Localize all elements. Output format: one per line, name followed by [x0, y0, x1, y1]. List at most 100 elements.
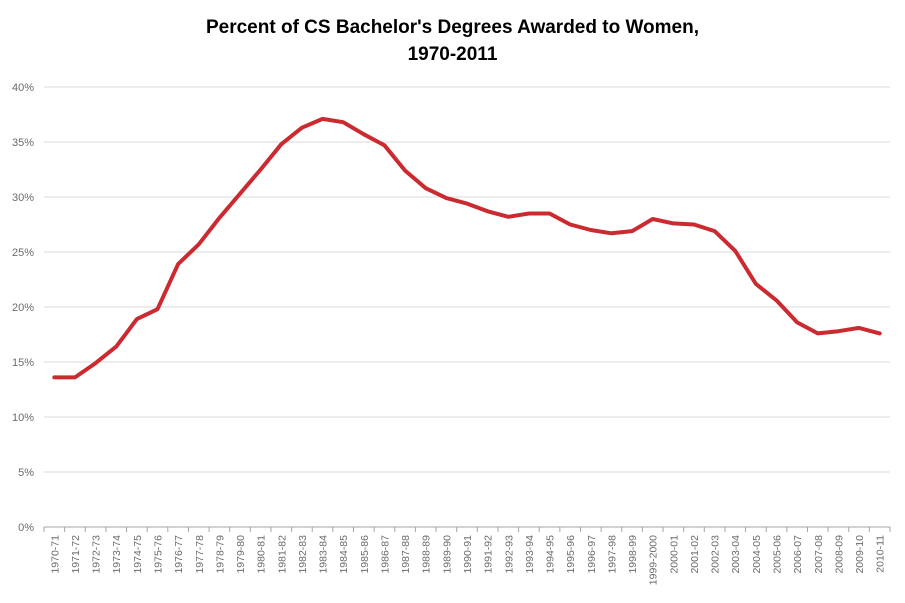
x-tick-label: 1998-99 — [627, 535, 639, 574]
data-point — [73, 375, 77, 379]
data-point — [795, 320, 799, 324]
x-tick-label: 1993-94 — [524, 535, 536, 574]
data-point — [362, 132, 366, 136]
chart-title-line-1: Percent of CS Bachelor's Degrees Awarded… — [205, 17, 700, 38]
x-tick-label: 1972-73 — [91, 535, 103, 574]
x-tick-label: 1977-78 — [194, 535, 206, 574]
y-tick-label: 10% — [12, 412, 34, 424]
data-point — [135, 317, 139, 321]
data-point — [465, 202, 469, 206]
x-tick-label: 2005-06 — [772, 535, 784, 574]
x-tick-label: 1995-96 — [565, 535, 577, 574]
data-point — [197, 242, 201, 246]
data-point — [341, 120, 345, 124]
series-group — [52, 116, 882, 380]
x-tick-label: 1985-86 — [359, 535, 371, 574]
y-tick-label: 25% — [12, 247, 34, 259]
gridlines — [44, 86, 890, 473]
data-point — [155, 307, 159, 311]
x-tick-label: 1970-71 — [49, 535, 61, 574]
x-tick-label: 2000-01 — [668, 535, 680, 574]
data-point — [651, 217, 655, 221]
data-point — [259, 168, 263, 172]
x-tick-label: 2009-10 — [854, 535, 866, 574]
y-tick-label: 35% — [12, 137, 34, 149]
x-tick-label: 1975-76 — [152, 535, 164, 574]
data-point — [444, 196, 448, 200]
data-point — [506, 215, 510, 219]
x-tick-label: 1979-80 — [235, 535, 247, 574]
x-tick-label: 2002-03 — [710, 535, 722, 574]
x-tick-label: 1973-74 — [111, 535, 123, 574]
y-tick-label: 15% — [12, 357, 34, 369]
data-point — [300, 126, 304, 130]
data-point — [857, 326, 861, 330]
data-point — [527, 212, 531, 216]
y-tick-label: 40% — [12, 82, 34, 94]
data-point — [692, 223, 696, 227]
y-axis-tick-labels: 0% 5% 10% 15% 20% 25% 30% 35% 40% — [12, 82, 34, 534]
data-point — [589, 228, 593, 232]
x-tick-label: 1999-2000 — [648, 535, 660, 585]
y-tick-label: 0% — [18, 522, 34, 534]
data-point — [609, 231, 613, 235]
x-tick-label: 1982-83 — [297, 535, 309, 574]
x-tick-label: 1980-81 — [256, 535, 268, 574]
x-tick-label: 1984-85 — [338, 535, 350, 574]
data-point — [671, 221, 675, 225]
x-tick-label: 1978-79 — [214, 535, 226, 574]
data-point — [713, 229, 717, 233]
x-tick-label: 1996-97 — [586, 535, 598, 574]
x-axis-tick-labels: 1970-71 1971-72 1972-73 1973-74 1974-75 1975-… — [49, 535, 886, 585]
data-point — [878, 331, 882, 335]
data-point — [775, 298, 779, 302]
x-tick-label: 2003-04 — [730, 535, 742, 574]
data-point — [321, 117, 325, 121]
data-point — [733, 249, 737, 253]
data-point — [114, 345, 118, 349]
x-tick-label: 1990-91 — [462, 535, 474, 574]
x-tick-label: 1994-95 — [545, 535, 557, 574]
x-tick-label: 1981-82 — [276, 535, 288, 574]
chart-title: Percent of CS Bachelor's Degrees Awarded… — [0, 14, 905, 68]
x-tick-label: 1971-72 — [70, 535, 82, 574]
data-point — [176, 262, 180, 266]
data-point — [630, 229, 634, 233]
data-point — [382, 143, 386, 147]
data-point — [52, 375, 56, 379]
x-tick-label: 1991-92 — [483, 535, 495, 574]
y-tick-label: 5% — [18, 467, 34, 479]
x-tick-label: 1983-84 — [318, 535, 330, 574]
x-tick-label: 2001-02 — [689, 535, 701, 574]
data-point — [548, 212, 552, 216]
x-tick-label: 1997-98 — [606, 535, 618, 574]
x-tick-label: 1986-87 — [379, 535, 391, 574]
data-point — [836, 329, 840, 333]
y-tick-label: 20% — [12, 302, 34, 314]
data-point — [279, 142, 283, 146]
x-tick-label: 1992-93 — [503, 535, 515, 574]
x-tick-label: 1976-77 — [173, 535, 185, 574]
y-tick-label: 30% — [12, 192, 34, 204]
data-point — [424, 186, 428, 190]
data-point — [238, 192, 242, 196]
x-tick-label: 1988-89 — [421, 535, 433, 574]
x-tick-label: 2007-08 — [813, 535, 825, 574]
x-tick-label: 1989-90 — [441, 535, 453, 574]
x-tick-label: 2010-11 — [875, 535, 887, 573]
x-tick-label: 2008-09 — [833, 535, 845, 574]
data-point — [754, 282, 758, 286]
data-point — [94, 361, 98, 365]
chart-title-line-2: 1970-2011 — [407, 44, 498, 65]
axes — [43, 526, 891, 532]
data-point — [217, 216, 221, 220]
data-point — [486, 209, 490, 213]
data-point — [816, 331, 820, 335]
data-point — [403, 169, 407, 173]
x-tick-label: 2006-07 — [792, 535, 804, 574]
series-line — [52, 116, 882, 380]
x-tick-label: 1987-88 — [400, 535, 412, 574]
x-tick-label: 1974-75 — [132, 535, 144, 574]
x-tick-label: 2004-05 — [751, 535, 763, 574]
